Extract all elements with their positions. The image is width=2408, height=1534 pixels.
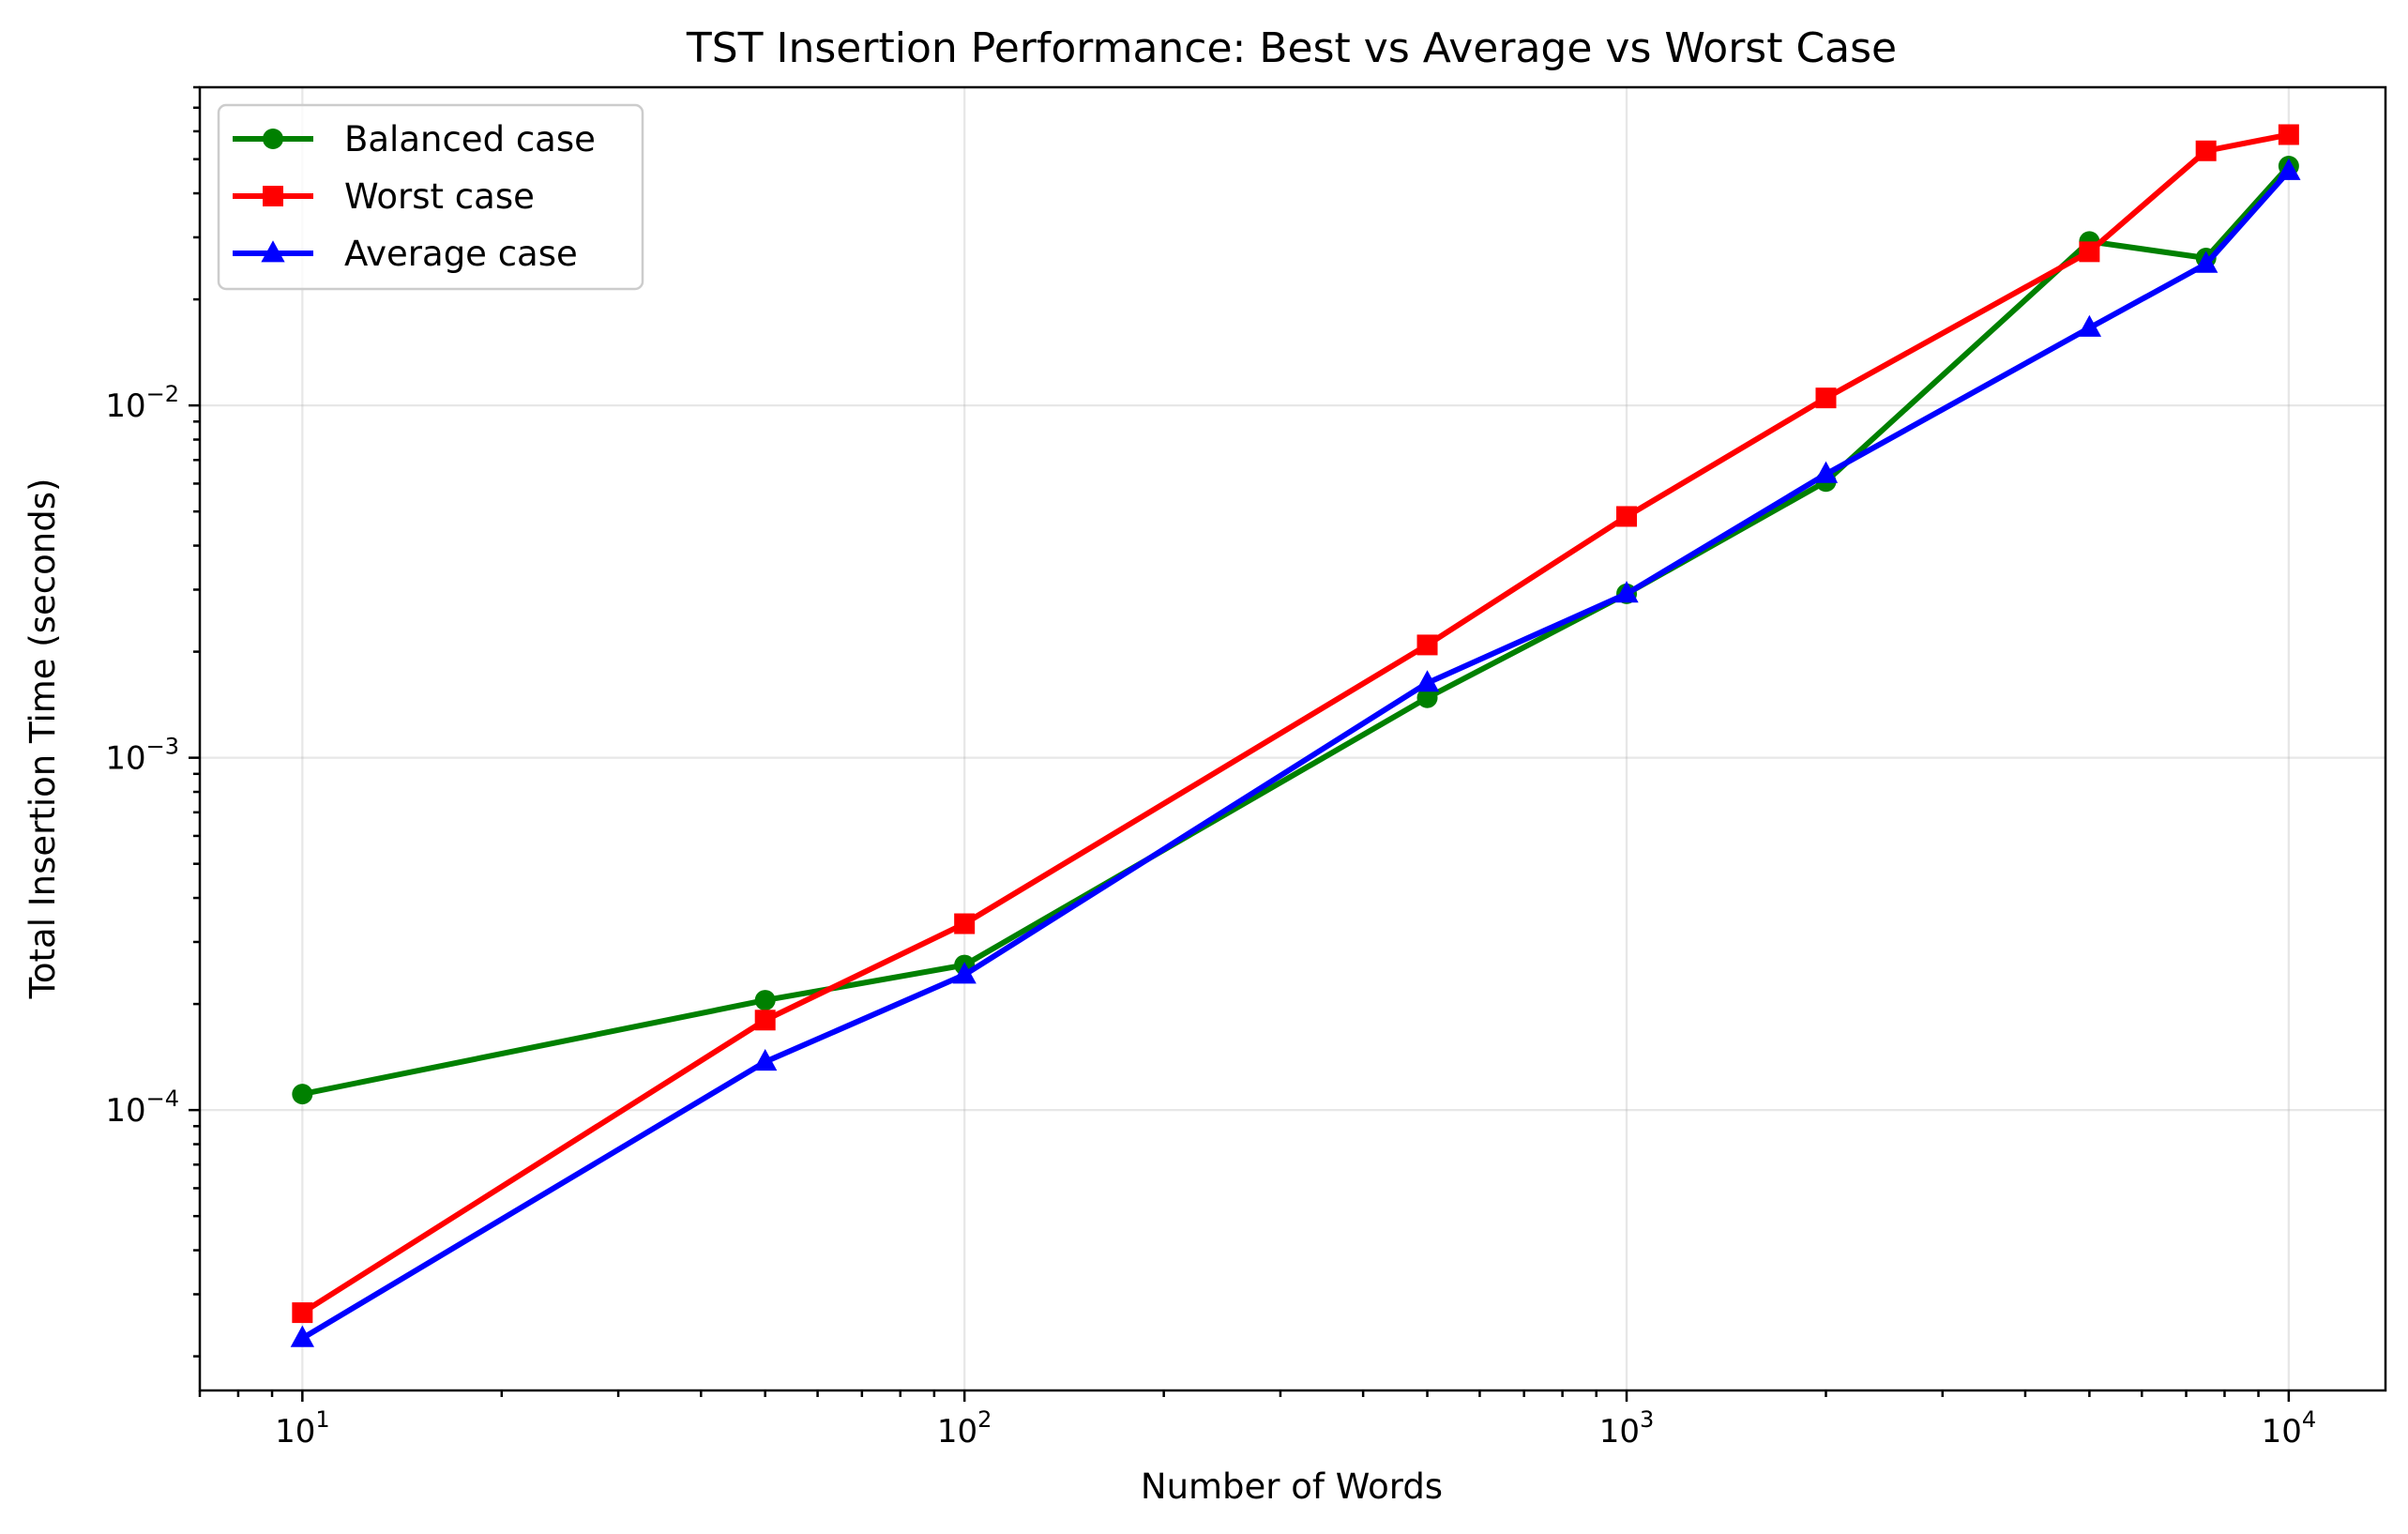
series-average-case: [290, 158, 2301, 1347]
y-tick-label: 10−3: [105, 734, 179, 778]
chart-title: TST Insertion Performance: Best vs Avera…: [686, 24, 1897, 72]
legend-item-balanced-case: Balanced case: [233, 119, 596, 159]
y-axis: 10−4 10−3 10−2: [105, 85, 200, 1358]
legend-label: Average case: [344, 234, 578, 274]
plot-frame: [198, 85, 2387, 1392]
legend-marker: [263, 129, 283, 149]
data-point-worst-case: [1416, 634, 1438, 656]
y-tick-label: 10−4: [105, 1086, 179, 1130]
data-point-worst-case: [754, 1010, 776, 1031]
series-layer: [290, 124, 2301, 1347]
data-point-worst-case: [2278, 124, 2299, 145]
legend-item-average-case: Average case: [233, 234, 578, 274]
data-point-worst-case: [2195, 140, 2217, 161]
data-point-average-case: [1813, 461, 1839, 483]
legend-label: Worst case: [344, 176, 535, 217]
x-axis-label: Number of Words: [1141, 1466, 1443, 1507]
data-point-average-case: [2277, 158, 2301, 180]
data-point-worst-case: [1815, 387, 1837, 409]
legend-label: Balanced case: [344, 119, 596, 159]
data-point-balanced-case: [754, 990, 776, 1011]
legend-item-worst-case: Worst case: [233, 176, 535, 217]
data-point-average-case: [290, 1325, 314, 1347]
x-axis: 101 102 103 104: [198, 1390, 2317, 1450]
y-tick-label: 10−2: [105, 381, 179, 425]
data-point-worst-case: [2079, 241, 2100, 263]
x-tick-label: 104: [2262, 1406, 2317, 1450]
data-point-balanced-case: [292, 1084, 313, 1105]
data-point-average-case: [1614, 581, 1639, 603]
legend-marker: [261, 240, 285, 263]
data-point-worst-case: [954, 913, 976, 934]
data-point-worst-case: [1616, 506, 1638, 527]
data-point-average-case: [2077, 314, 2102, 337]
x-tick-label: 103: [1599, 1406, 1655, 1450]
data-point-average-case: [2194, 251, 2219, 273]
data-point-average-case: [1415, 670, 1440, 692]
x-tick-label: 101: [275, 1406, 330, 1450]
series-worst-case: [292, 124, 2299, 1324]
legend-box: [217, 103, 644, 291]
legend-marker: [263, 186, 283, 206]
data-point-worst-case: [292, 1302, 313, 1324]
data-point-average-case: [753, 1049, 778, 1071]
data-point-balanced-case: [1416, 687, 1438, 708]
y-axis-label: Total Insertion Time (seconds): [23, 478, 63, 1000]
data-point-average-case: [952, 962, 977, 984]
legend: Balanced case Worst case Average case: [217, 103, 644, 291]
grid: [200, 87, 2385, 1390]
x-tick-label: 102: [937, 1406, 992, 1450]
